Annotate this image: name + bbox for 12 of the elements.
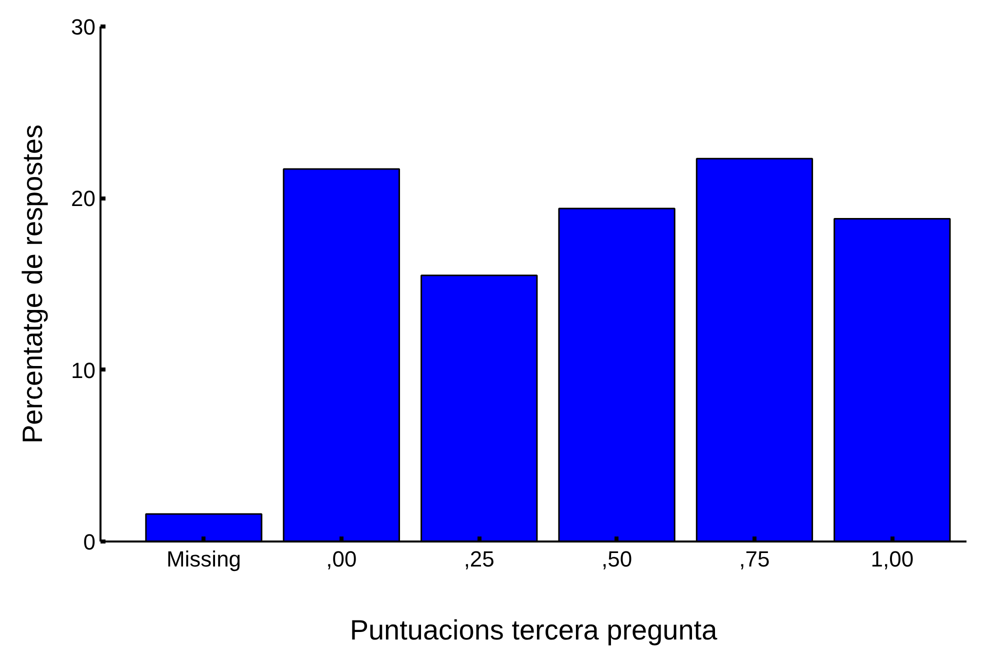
- y-axis-title: Percentatge de respostes: [17, 124, 48, 444]
- y-tick-label: 10: [71, 358, 96, 383]
- y-tick-label: 0: [83, 530, 96, 554]
- x-tick-label: ,75: [739, 546, 770, 572]
- x-tick-label: ,25: [464, 546, 494, 572]
- y-tick-label: 20: [71, 186, 96, 212]
- y-tick-label: 30: [71, 14, 96, 40]
- x-tick-label: ,00: [326, 546, 357, 572]
- x-tick-label: 1,00: [870, 546, 914, 572]
- x-axis-title: Puntuacions tercera pregunta: [350, 614, 718, 646]
- x-tick-label: Missing: [166, 546, 242, 572]
- x-tick-label: ,50: [602, 546, 632, 572]
